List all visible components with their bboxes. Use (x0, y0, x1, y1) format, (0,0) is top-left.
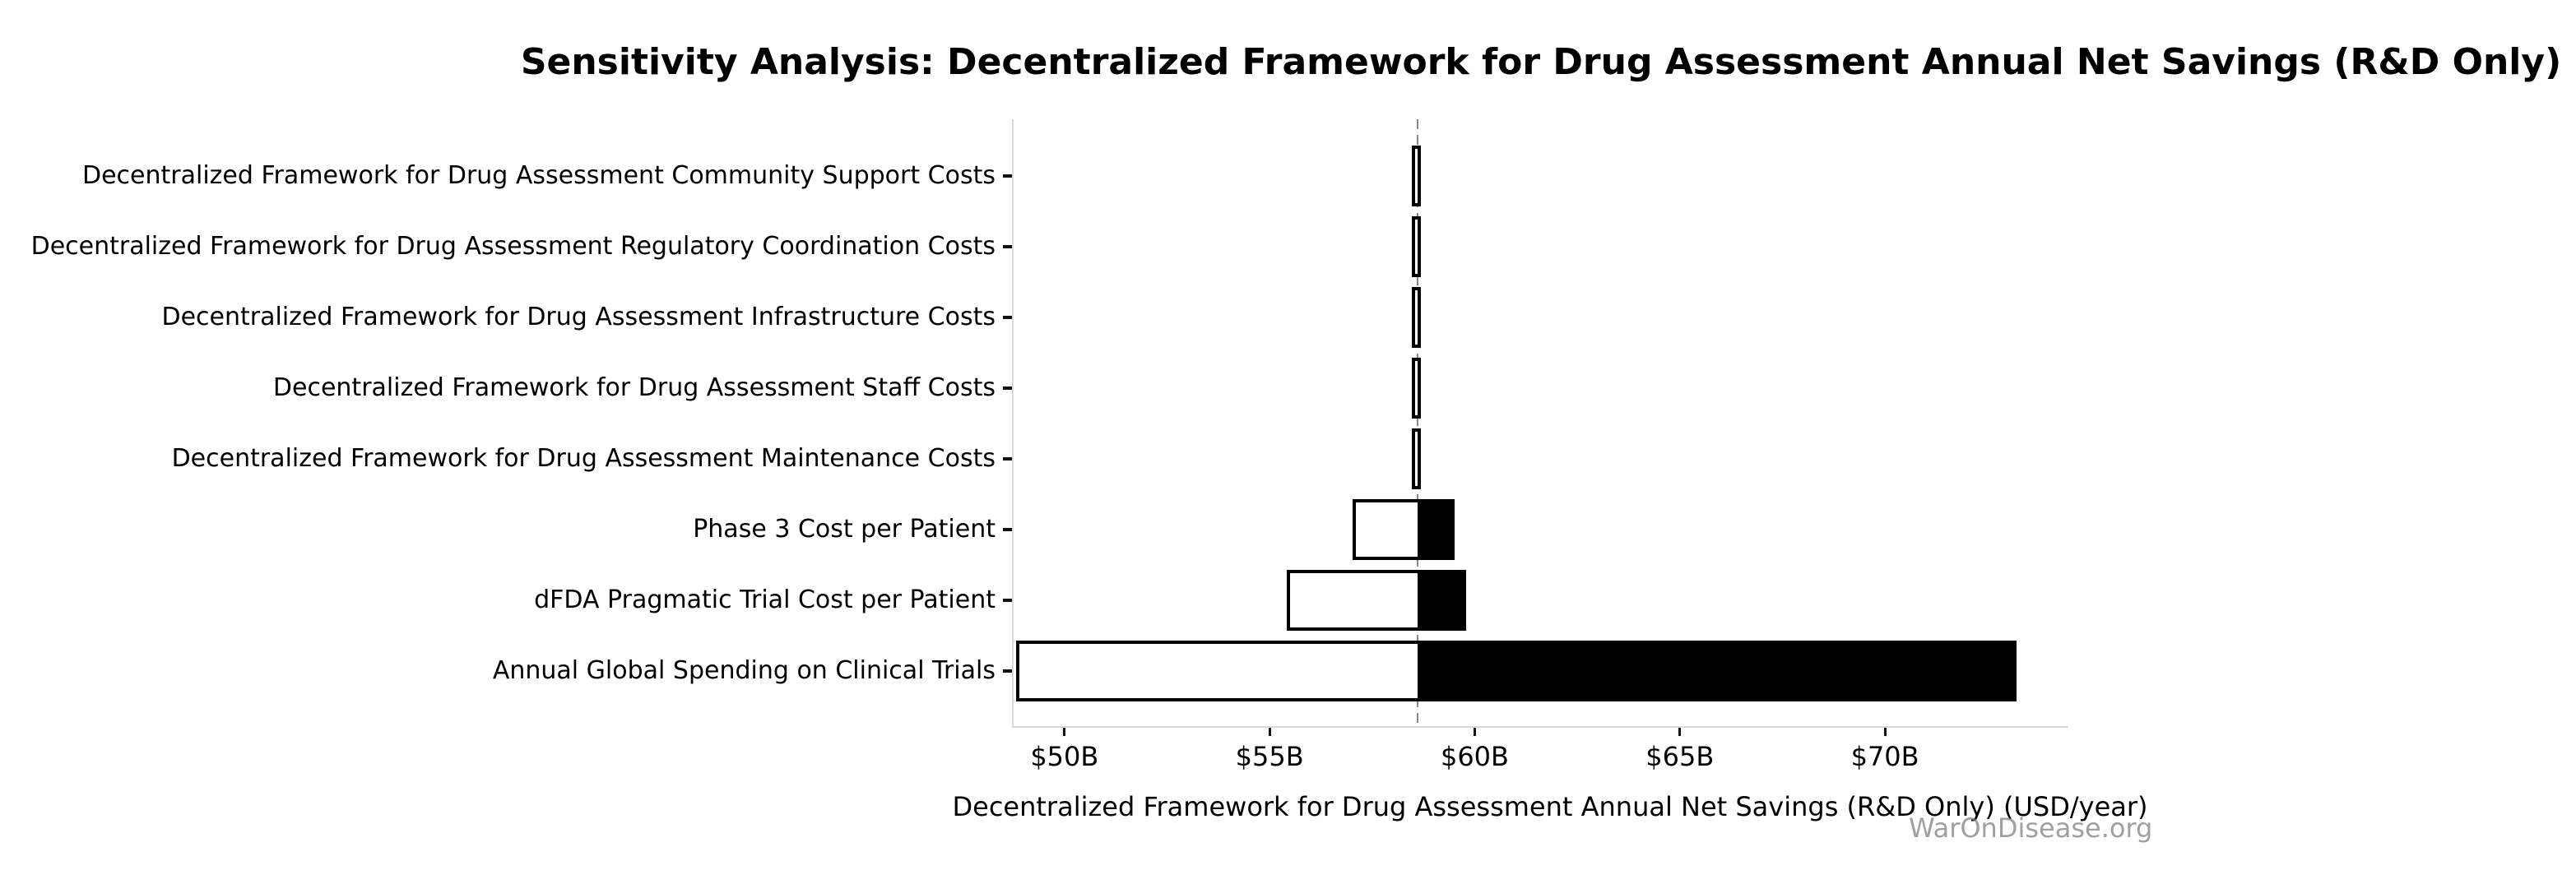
bar-low-range (1352, 498, 1421, 560)
x-axis-label: Decentralized Framework for Drug Assessm… (952, 791, 2148, 822)
y-axis-label: Decentralized Framework for Drug Assessm… (171, 443, 996, 473)
y-tick-mark (1003, 386, 1012, 390)
bar-high-range (1417, 498, 1455, 560)
chart-title: Sensitivity Analysis: Decentralized Fram… (520, 41, 2562, 83)
watermark: WarOnDisease.org (1909, 812, 2153, 844)
baseline-dashed-line (1416, 119, 1418, 726)
x-tick-label: $65B (1645, 741, 1715, 772)
x-tick-mark (1063, 728, 1066, 736)
y-axis-label: dFDA Pragmatic Trial Cost per Patient (534, 585, 996, 614)
bar-high-range (1417, 357, 1420, 419)
x-tick-label: $60B (1440, 741, 1509, 772)
x-tick-mark (1268, 728, 1271, 736)
bar-high-range (1417, 215, 1420, 277)
y-axis-spine (1012, 119, 1014, 728)
x-tick-mark (1473, 728, 1476, 736)
y-axis-label: Decentralized Framework for Drug Assessm… (161, 302, 996, 331)
bar-high-range (1417, 640, 2017, 701)
x-tick-label: $70B (1850, 741, 1919, 772)
y-axis-label: Decentralized Framework for Drug Assessm… (30, 231, 996, 261)
bar-high-range (1417, 428, 1420, 489)
y-tick-mark (1003, 244, 1012, 248)
bar-low-range (1287, 569, 1421, 631)
y-tick-mark (1003, 598, 1012, 602)
y-axis-label: Annual Global Spending on Clinical Trial… (492, 655, 996, 685)
bar-high-range (1417, 145, 1420, 206)
y-tick-mark (1003, 174, 1012, 178)
x-tick-label: $50B (1030, 741, 1099, 772)
y-axis-label: Decentralized Framework for Drug Assessm… (82, 160, 996, 190)
y-axis-label: Decentralized Framework for Drug Assessm… (272, 373, 996, 402)
y-tick-mark (1003, 456, 1012, 461)
y-tick-mark (1003, 315, 1012, 319)
bar-high-range (1417, 569, 1467, 631)
y-tick-mark (1003, 527, 1012, 531)
x-tick-mark (1883, 728, 1887, 736)
x-tick-label: $55B (1235, 741, 1304, 772)
bar-high-range (1417, 286, 1420, 348)
y-tick-mark (1003, 669, 1012, 673)
x-axis-spine (1012, 726, 2068, 728)
x-tick-mark (1678, 728, 1682, 736)
y-axis-label: Phase 3 Cost per Patient (693, 514, 996, 544)
bar-low-range (1015, 640, 1421, 701)
